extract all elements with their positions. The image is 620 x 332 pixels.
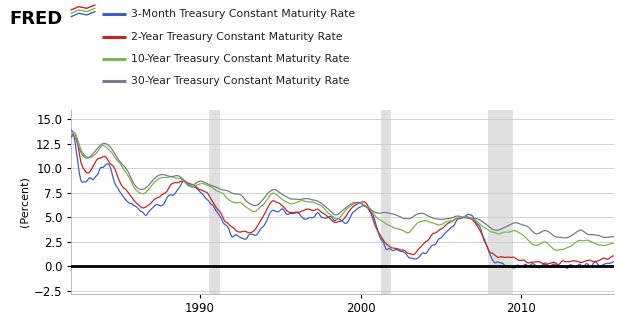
Text: 2-Year Treasury Constant Maturity Rate: 2-Year Treasury Constant Maturity Rate	[131, 32, 342, 42]
Bar	[209, 110, 220, 294]
Bar	[381, 110, 391, 294]
Text: FRED: FRED	[9, 10, 63, 28]
Text: 3-Month Treasury Constant Maturity Rate: 3-Month Treasury Constant Maturity Rate	[131, 9, 355, 19]
Text: 30-Year Treasury Constant Maturity Rate: 30-Year Treasury Constant Maturity Rate	[131, 76, 349, 86]
Text: 10-Year Treasury Constant Maturity Rate: 10-Year Treasury Constant Maturity Rate	[131, 54, 349, 64]
Y-axis label: (Percent): (Percent)	[20, 176, 30, 227]
Bar	[488, 110, 513, 294]
